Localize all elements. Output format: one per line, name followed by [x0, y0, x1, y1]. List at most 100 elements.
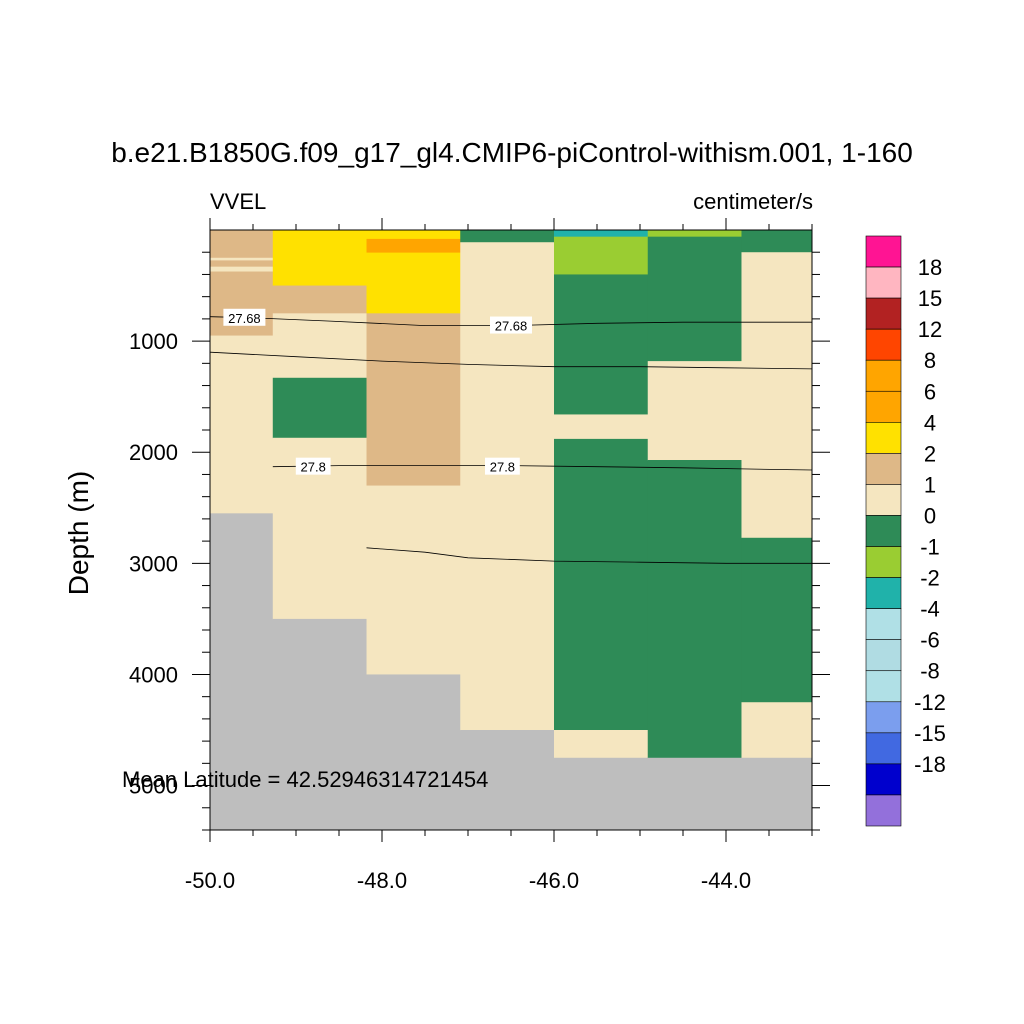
contour-label: 27.68	[495, 319, 528, 334]
colorbar-swatch	[865, 359, 902, 392]
heatmap-cell	[272, 285, 367, 314]
x-tick-label: -46.0	[529, 868, 579, 893]
colorbar-swatch	[865, 390, 902, 423]
heatmap-cell	[647, 230, 742, 238]
x-tick-label: -48.0	[357, 868, 407, 893]
contour-label: 27.68	[228, 311, 261, 326]
colorbar-label: -1	[920, 535, 940, 560]
contour-line	[272, 465, 813, 471]
heatmap-cell	[741, 252, 813, 539]
heatmap-cell	[554, 414, 649, 440]
colorbar-label: 1	[924, 472, 936, 497]
colorbar-swatch	[865, 670, 902, 703]
colorbar-swatch	[865, 484, 902, 516]
colorbar-swatch	[865, 422, 902, 454]
colorbar-swatch	[865, 266, 902, 299]
heatmap-cell	[741, 757, 813, 831]
colorbar-label: 8	[924, 348, 936, 373]
x-tick-label: -50.0	[185, 868, 235, 893]
heatmap-cell	[647, 460, 742, 759]
colorbar-label: -8	[920, 659, 940, 684]
heatmap-cell	[272, 377, 367, 439]
colorbar-swatch	[865, 639, 902, 672]
heatmap-cell	[554, 438, 649, 731]
heatmap-cell	[647, 361, 742, 461]
contour-label-box	[485, 457, 520, 475]
heatmap-cell	[272, 230, 367, 286]
y-axis: 1000 2000 3000 4000 5000	[129, 251, 830, 831]
colorbar-swatch	[865, 763, 902, 796]
colorbar-swatch	[865, 794, 902, 827]
colorbar-label: 4	[924, 410, 936, 435]
y-tick-label: 2000	[129, 440, 178, 465]
colorbar-label: 6	[924, 379, 936, 404]
heatmap-cell	[554, 274, 649, 415]
y-tick-label: 5000	[129, 774, 178, 799]
mean-latitude-annotation: Mean Latitude = 42.52946314721454	[122, 767, 488, 792]
contour-line	[209, 316, 812, 327]
contour-label-box	[490, 316, 532, 334]
contour-label: 27.8	[301, 460, 326, 475]
colorbar-label: 15	[918, 286, 942, 311]
heatmap-cell	[460, 730, 555, 831]
colorbar-swatch	[865, 297, 902, 330]
contour-label-box	[223, 308, 266, 326]
colorbar-label: 2	[924, 441, 936, 466]
heatmap-cell	[460, 230, 555, 243]
heatmap-cell	[366, 674, 461, 831]
colorbar-label: -18	[914, 752, 946, 777]
heatmap-cell	[554, 230, 649, 238]
colorbar: 18 15 12 8 6 4 2 1 0 -1 -2 -4 -6 -8 -12 -15 -18	[865, 235, 946, 827]
colorbar-label: 18	[918, 255, 942, 280]
contour-line	[366, 547, 812, 564]
heatmap-cell	[741, 230, 813, 253]
y-tick-label: 3000	[129, 551, 178, 576]
colorbar-label: -15	[914, 721, 946, 746]
colorbar-label: 12	[918, 317, 942, 342]
heatmap-cell	[366, 238, 461, 253]
heatmap-cell	[272, 313, 367, 379]
heatmap-cell	[366, 313, 461, 486]
heatmap-cell	[272, 618, 367, 831]
colorbar-swatch	[865, 235, 902, 268]
heatmap-cell	[554, 757, 649, 831]
contour-label-box	[295, 457, 331, 475]
heatmap-cell	[210, 266, 274, 272]
heatmap-cell	[741, 702, 813, 759]
heatmap-cell	[647, 236, 742, 362]
heatmap-cell	[554, 730, 649, 759]
x-tick-label: -44.0	[701, 868, 751, 893]
colorbar-label: -4	[920, 597, 940, 622]
colorbar-label: -2	[920, 566, 940, 591]
contour-label: 27.8	[490, 460, 515, 475]
heatmap-cell	[460, 242, 555, 731]
heatmap-cell	[741, 537, 813, 703]
heatmap-cell	[210, 513, 274, 831]
colorbar-label: 0	[924, 503, 936, 528]
contour-lines: 27.68 27.68 27.8 27.8	[209, 308, 813, 564]
colorbar-swatch	[865, 577, 902, 609]
colorbar-swatch	[865, 515, 902, 547]
colorbar-swatch	[865, 701, 902, 734]
colorbar-swatch	[865, 546, 902, 578]
colorbar-swatch	[865, 453, 902, 485]
heatmap-cell	[366, 485, 461, 675]
heatmap-cell	[647, 757, 742, 831]
x-axis: -50.0 -48.0 -46.0 -44.0	[185, 218, 813, 893]
right-subtitle: centimeter/s	[693, 189, 813, 214]
colorbar-swatch	[865, 608, 902, 640]
colorbar-label: -12	[914, 690, 946, 715]
y-axis-label: Depth (m)	[63, 471, 94, 595]
left-subtitle: VVEL	[210, 189, 266, 214]
heatmap-cell	[554, 236, 649, 275]
y-tick-label: 1000	[129, 329, 178, 354]
heatmap-cell	[210, 257, 274, 261]
colorbar-swatch	[865, 732, 902, 765]
colorbar-label: -6	[920, 628, 940, 653]
heatmap-cell	[210, 335, 274, 514]
y-tick-label: 4000	[129, 662, 178, 687]
colorbar-swatch	[865, 328, 902, 361]
contour-line	[209, 351, 813, 370]
chart-title: b.e21.B1850G.f09_g17_gl4.CMIP6-piControl…	[111, 137, 913, 168]
